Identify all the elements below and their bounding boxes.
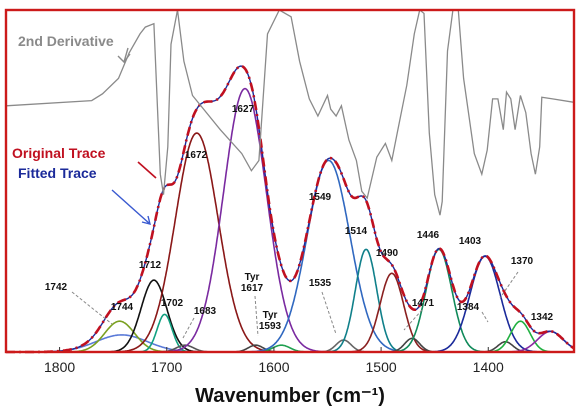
original-trace: [6, 64, 575, 354]
peak-label-1535: 1535: [309, 278, 337, 335]
peak-label-text: 1446: [417, 230, 440, 241]
peak-label-text: 1342: [531, 312, 554, 323]
peak-label-text: 1549: [309, 192, 332, 203]
peak-label-1514: 1514: [345, 226, 368, 237]
peak-label-text: 1742: [45, 282, 68, 293]
peak-label-1384: 1384: [457, 302, 489, 323]
peak-label-1627: 1627: [232, 104, 255, 115]
peak-label-text: 1471: [412, 298, 435, 309]
plot-frame: [4, 8, 576, 354]
x-tick-label: 1400: [473, 359, 504, 375]
peak-1403: [425, 255, 546, 353]
original-trace-label: Original Trace: [12, 145, 106, 161]
x-axis-label: Wavenumber (cm⁻¹): [195, 385, 385, 407]
peak-label-leader: [499, 271, 519, 299]
peak-label-text: Tyr: [263, 310, 278, 321]
peak-label-leader: [321, 291, 337, 335]
fitted-trace-label: Fitted Trace: [18, 165, 97, 181]
second-derivative-label: 2nd Derivative: [18, 33, 114, 49]
peak-label-text: 1702: [161, 298, 184, 309]
fitted-trace: [6, 65, 575, 353]
peak-label-1403: 1403: [459, 236, 482, 247]
peak-label-leader: [71, 291, 113, 325]
peak-label-1672: 1672: [185, 150, 208, 161]
peak-label-text: 1744: [111, 302, 134, 313]
peak-label-1744: 1744: [111, 302, 134, 313]
x-ticks: 1800 1700 1600 1500 1400: [44, 347, 504, 375]
x-tick-label: 1600: [258, 359, 289, 375]
x-tick-label: 1700: [151, 359, 182, 375]
peak-1549: [242, 159, 415, 353]
peak-label-1702: 1702: [161, 298, 184, 309]
annotations-layer: 1742174417121702168316721627Tyr1617Tyr15…: [12, 33, 554, 339]
peak-label-1490: 1490: [376, 248, 399, 259]
second-derivative-pointer: [117, 47, 131, 64]
peak-1672: [111, 132, 283, 353]
peak-1446: [387, 248, 491, 353]
peak-label-text: 1535: [309, 278, 332, 289]
peak-label-1342: 1342: [531, 312, 554, 323]
fitted-trace-pointer: [111, 189, 151, 225]
peak-label-leader: [481, 311, 489, 323]
peak-label-text: 1490: [376, 248, 399, 259]
x-tick-label: 1500: [366, 359, 397, 375]
original-trace-pointer: [137, 161, 157, 179]
x-tick-label: 1800: [44, 359, 75, 375]
curves-layer: [5, 8, 575, 354]
peak-label-text: 1384: [457, 302, 480, 313]
peak-label-text: 1617: [241, 283, 264, 294]
peak-label-text: 1370: [511, 256, 534, 267]
second-derivative-trace: [5, 8, 575, 216]
peak-label-text: 1593: [259, 321, 282, 332]
peak-label-text: 1627: [232, 104, 255, 115]
peak-label-1683: 1683: [182, 306, 217, 339]
peak-label-text: 1683: [194, 306, 217, 317]
peak-label-1370: 1370: [499, 256, 534, 299]
peak-label-1742: 1742: [45, 282, 113, 325]
peak-1627: [159, 87, 331, 353]
peak-label-leader: [182, 317, 195, 339]
peak-label-text: Tyr: [245, 272, 260, 283]
peak-1514: [323, 248, 409, 353]
peak-1712: [102, 279, 206, 353]
peak-label-1712: 1712: [139, 260, 162, 271]
peak-label-text: 1672: [185, 150, 208, 161]
peak-label-text: 1403: [459, 236, 482, 247]
peak-1370: [481, 320, 559, 353]
peak-label-leader: [254, 295, 259, 337]
peak-label-text: 1712: [139, 260, 162, 271]
peak-label-1471: 1471: [403, 298, 435, 331]
peak-label-text: 1514: [345, 226, 368, 237]
peak-label-leader: [403, 309, 423, 331]
peak-label-1446: 1446: [417, 230, 440, 241]
peak-1490: [344, 272, 439, 353]
peak-label-1549: 1549: [309, 192, 332, 203]
